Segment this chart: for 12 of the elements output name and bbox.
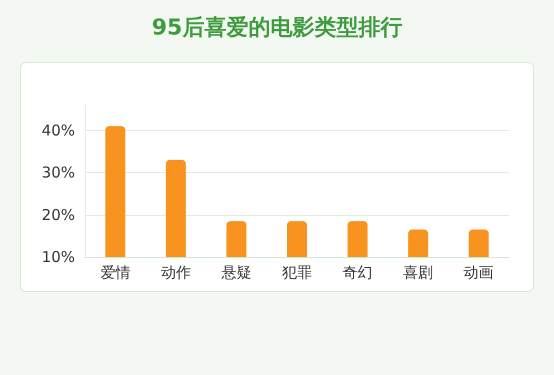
x-tick-label: 爱情 [100,264,130,282]
y-tick-label: 20% [42,206,75,224]
x-tick-label: 动作 [160,264,191,282]
y-tick-label: 30% [42,164,75,182]
x-tick-label: 喜剧 [403,264,434,282]
y-tick-label: 10% [42,248,75,266]
chart-title: 95后喜爱的电影类型排行 [152,16,402,40]
x-tick-label: 犯罪 [282,264,312,282]
x-tick-label: 奇幻 [342,264,373,282]
x-tick-label: 动画 [464,264,494,282]
x-tick-label: 悬疑 [220,264,252,282]
y-tick-label: 40% [42,121,75,140]
